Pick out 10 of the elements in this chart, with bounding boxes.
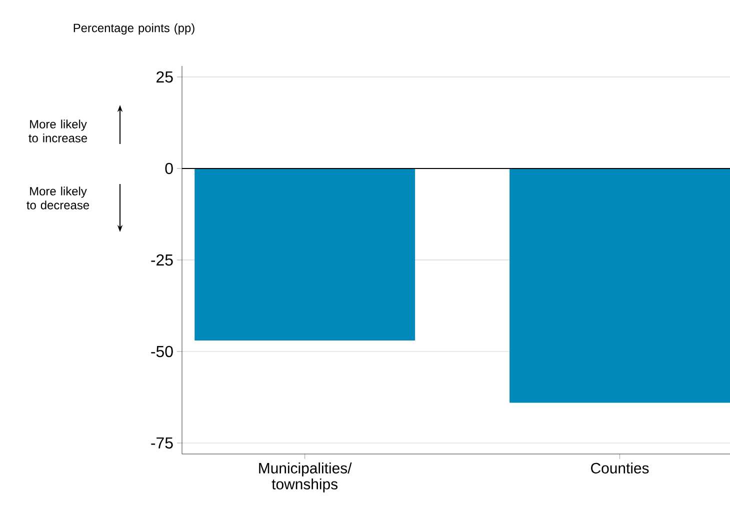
y-tick-label: 0 — [165, 162, 173, 174]
text: More likely to decrease — [26, 186, 90, 210]
x-tick-label: Municipalities/ townships — [259, 462, 352, 492]
y-axis-title: Percentage points (pp) — [74, 23, 194, 35]
y-tick-label: 25 — [156, 71, 173, 83]
y-tick-label: -75 — [151, 437, 173, 449]
y-tick-label: -25 — [151, 254, 173, 266]
text: More likely to increase — [28, 120, 88, 142]
x-tick-label: Counties — [591, 462, 649, 474]
y-tick-label: -50 — [151, 346, 173, 358]
